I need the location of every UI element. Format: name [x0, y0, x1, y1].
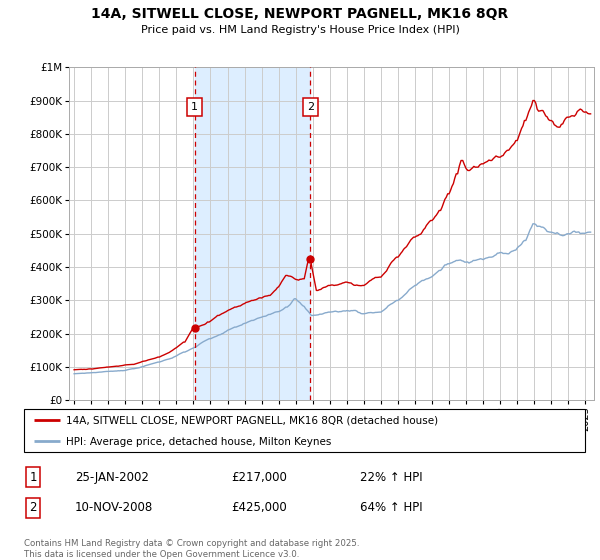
- Text: £425,000: £425,000: [231, 501, 287, 515]
- Text: 1: 1: [191, 102, 198, 112]
- Text: 25-JAN-2002: 25-JAN-2002: [75, 470, 149, 484]
- Text: 64% ↑ HPI: 64% ↑ HPI: [360, 501, 422, 515]
- Text: Price paid vs. HM Land Registry's House Price Index (HPI): Price paid vs. HM Land Registry's House …: [140, 25, 460, 35]
- Text: 14A, SITWELL CLOSE, NEWPORT PAGNELL, MK16 8QR (detached house): 14A, SITWELL CLOSE, NEWPORT PAGNELL, MK1…: [66, 416, 438, 426]
- Text: 10-NOV-2008: 10-NOV-2008: [75, 501, 153, 515]
- Text: 22% ↑ HPI: 22% ↑ HPI: [360, 470, 422, 484]
- Text: 2: 2: [29, 501, 37, 515]
- Text: 2: 2: [307, 102, 314, 112]
- Text: 14A, SITWELL CLOSE, NEWPORT PAGNELL, MK16 8QR: 14A, SITWELL CLOSE, NEWPORT PAGNELL, MK1…: [91, 7, 509, 21]
- Text: £217,000: £217,000: [231, 470, 287, 484]
- Text: 1: 1: [29, 470, 37, 484]
- Text: Contains HM Land Registry data © Crown copyright and database right 2025.
This d: Contains HM Land Registry data © Crown c…: [24, 539, 359, 559]
- Text: HPI: Average price, detached house, Milton Keynes: HPI: Average price, detached house, Milt…: [66, 437, 331, 447]
- Bar: [194, 67, 310, 400]
